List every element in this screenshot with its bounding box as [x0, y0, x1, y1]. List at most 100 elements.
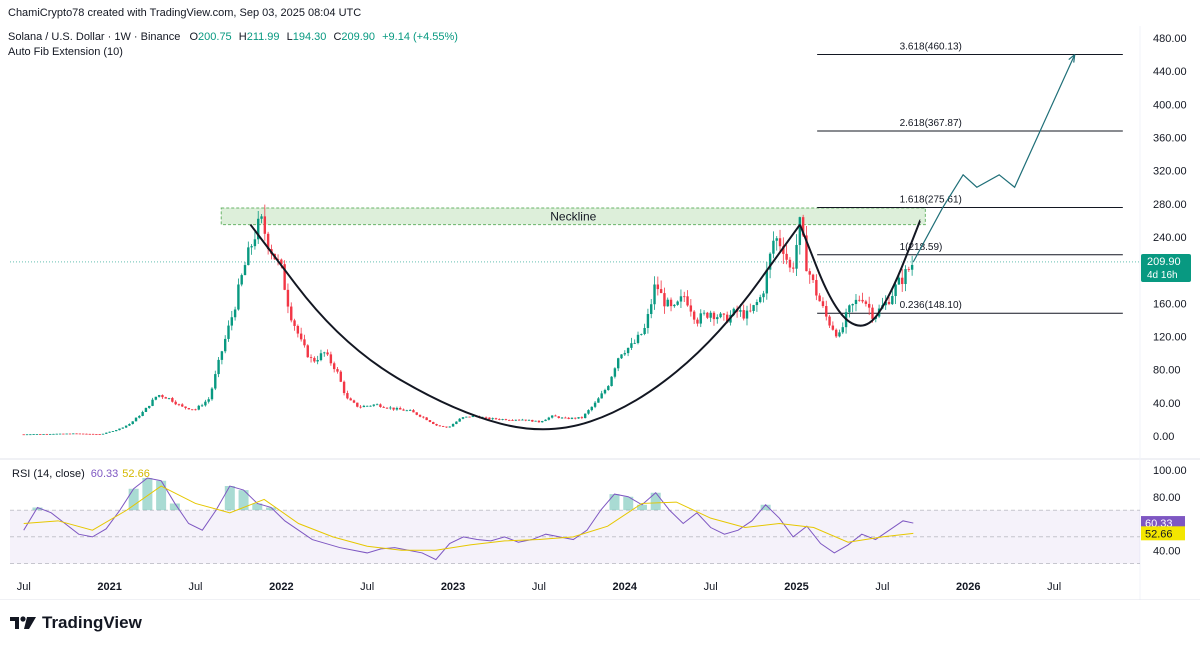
ohlc-high-label: H: [238, 31, 247, 43]
tradingview-logo-text: TradingView: [42, 613, 142, 632]
candle-body: [749, 310, 752, 312]
candle-body: [108, 431, 111, 433]
candle-body: [610, 376, 613, 387]
time-axis-label: 2024: [613, 581, 638, 593]
candle-body: [210, 388, 214, 400]
symbol-name[interactable]: Solana / U.S. Dollar · 1W · Binance: [8, 31, 181, 43]
candle-body: [544, 419, 547, 422]
candle-body: [864, 301, 868, 304]
candle-body: [392, 407, 395, 410]
candle-body: [303, 339, 306, 346]
price-axis-label: 440.00: [1153, 66, 1187, 78]
candle-body: [296, 325, 300, 334]
rsi-legend[interactable]: RSI (14, close) 60.33 52.66: [12, 468, 150, 480]
candle-body: [716, 317, 719, 320]
candle-body: [468, 416, 471, 418]
candle-body: [841, 327, 844, 333]
candle-body: [105, 432, 108, 434]
candle-body: [260, 216, 263, 219]
candle-body: [352, 400, 356, 403]
candle-body: [656, 284, 660, 290]
candle-body: [342, 381, 346, 394]
candle-body: [405, 410, 409, 412]
candle-body: [778, 238, 782, 247]
candle-body: [854, 299, 858, 305]
candle-body: [115, 430, 118, 432]
candle-body: [491, 418, 494, 420]
candle-body: [600, 393, 603, 399]
candle-body: [399, 408, 402, 410]
candle-body: [247, 247, 250, 266]
fib-level-label: 0.236(148.10): [900, 300, 962, 311]
candle-body: [25, 434, 29, 436]
candle-body: [534, 420, 537, 422]
rsi-ma-value: 52.66: [122, 468, 150, 480]
time-axis-label: 2026: [956, 581, 980, 593]
projection-path[interactable]: [912, 54, 1076, 263]
candle-body: [574, 417, 577, 419]
symbol-legend[interactable]: Solana / U.S. Dollar · 1W · Binance O200…: [8, 31, 462, 43]
time-axis-label: Jul: [532, 581, 546, 593]
candle-body: [286, 289, 290, 307]
candle-body: [323, 352, 326, 354]
fib-indicator-legend[interactable]: Auto Fib Extension (10): [8, 46, 123, 58]
cup-handle-curve[interactable]: [249, 223, 801, 431]
candle-body: [891, 296, 894, 305]
rsi-ma-tag-text: 52.66: [1145, 528, 1173, 540]
candle-body: [577, 417, 580, 419]
candle-body: [151, 399, 154, 406]
candle-body: [293, 320, 296, 326]
rsi-title-label: RSI (14, close): [12, 468, 85, 480]
candle-body: [626, 347, 630, 354]
candle-body: [514, 419, 518, 421]
candle-body: [755, 302, 759, 306]
candle-body: [689, 305, 693, 312]
chart-canvas[interactable]: 480.00 440.00 400.00 360.00 320.00 280.00 240.…: [0, 0, 1200, 600]
price-axis-label: 280.00: [1153, 199, 1187, 211]
neckline-zone[interactable]: [220, 207, 926, 226]
candle-body: [55, 433, 58, 435]
candle-body: [240, 275, 243, 285]
candle-body: [233, 309, 237, 318]
candle-body: [702, 312, 706, 314]
tradingview-logo[interactable]: TradingView: [10, 613, 142, 633]
candle-body: [788, 259, 792, 268]
candle-body: [32, 434, 35, 435]
candle-body: [428, 420, 432, 422]
candle-body: [699, 313, 702, 324]
candle-body: [683, 296, 686, 298]
candle-body: [554, 415, 557, 417]
candle-body: [501, 419, 504, 420]
candle-body: [633, 342, 636, 344]
candle-body: [663, 293, 666, 307]
candle-body: [207, 399, 210, 402]
candle-body: [339, 371, 342, 382]
candle-body: [379, 404, 382, 407]
candle-body: [181, 404, 184, 407]
time-axis-label: 2021: [97, 581, 121, 593]
time-axis-label: Jul: [188, 581, 202, 593]
candle-body: [385, 407, 389, 409]
candle-body: [801, 217, 805, 236]
rsi-ma-line[interactable]: [23, 485, 914, 551]
cup-handle-curve[interactable]: [799, 220, 922, 327]
candle-body: [712, 312, 716, 320]
candle-body: [154, 396, 158, 400]
price-axis-label: 80.00: [1153, 365, 1181, 377]
candle-body: [521, 419, 524, 421]
candle-body: [280, 259, 283, 265]
candle-body: [81, 433, 85, 435]
candle-body: [524, 419, 527, 421]
fib-level-label: 2.618(367.87): [900, 118, 962, 129]
time-axis-label: Jul: [360, 581, 374, 593]
candle-body: [448, 426, 451, 428]
candle-body: [326, 352, 329, 355]
price-axis-label: 480.00: [1153, 33, 1187, 45]
rsi-line[interactable]: [23, 477, 914, 561]
candle-body: [164, 397, 167, 399]
candle-body: [144, 407, 148, 412]
candle-body: [309, 357, 313, 358]
candle-body: [887, 301, 891, 305]
time-axis-label: 2023: [441, 581, 465, 593]
candle-body: [362, 405, 366, 408]
